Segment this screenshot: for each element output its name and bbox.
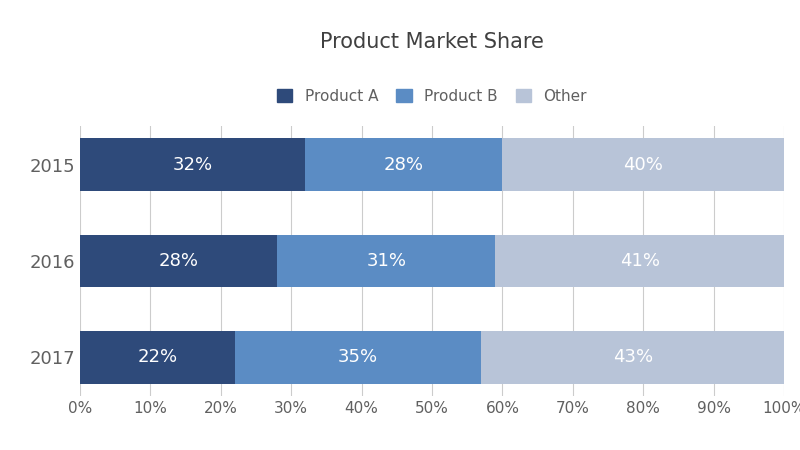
Bar — [502, 138, 784, 191]
Text: 41%: 41% — [620, 252, 660, 270]
Bar — [306, 138, 502, 191]
Bar — [495, 234, 784, 288]
Text: 28%: 28% — [384, 156, 424, 174]
Bar — [80, 234, 277, 288]
Text: 40%: 40% — [623, 156, 663, 174]
Text: 22%: 22% — [138, 348, 178, 366]
Bar — [80, 138, 306, 191]
Bar — [277, 234, 495, 288]
Bar — [482, 331, 784, 384]
Text: 28%: 28% — [158, 252, 198, 270]
Bar — [80, 331, 235, 384]
Text: 32%: 32% — [173, 156, 213, 174]
Bar — [235, 331, 482, 384]
Text: 31%: 31% — [366, 252, 406, 270]
Text: 43%: 43% — [613, 348, 653, 366]
Text: Product Market Share: Product Market Share — [320, 32, 544, 51]
Legend: Product A, Product B, Other: Product A, Product B, Other — [277, 89, 587, 104]
Text: 35%: 35% — [338, 348, 378, 366]
